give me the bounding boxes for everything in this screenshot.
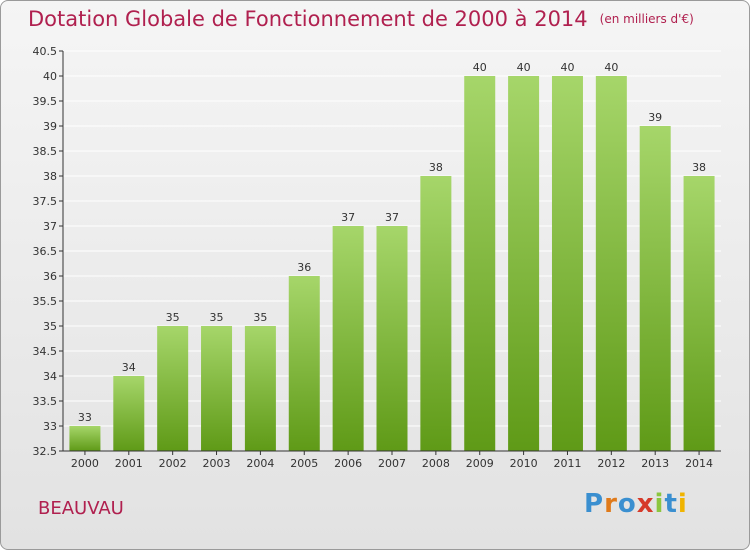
- logo-letter: P: [584, 489, 605, 519]
- x-tick-label: 2003: [203, 457, 231, 470]
- bar: [69, 426, 101, 451]
- x-tick-label: 2007: [378, 457, 406, 470]
- y-tick-label: 34: [43, 370, 57, 383]
- logo-letter: t: [664, 489, 678, 519]
- bar: [639, 126, 671, 451]
- bar-value-label: 37: [341, 211, 355, 224]
- y-tick-label: 40.5: [33, 45, 58, 58]
- bar: [683, 176, 715, 451]
- bar-value-label: 38: [429, 161, 443, 174]
- bar: [332, 226, 364, 451]
- commune-name: BEAUVAU: [38, 498, 124, 519]
- bar: [464, 76, 496, 451]
- axes: [59, 50, 721, 455]
- y-tick-label: 33: [43, 420, 57, 433]
- x-tick-label: 2010: [510, 457, 538, 470]
- bar: [551, 76, 583, 451]
- x-tick-label: 2005: [290, 457, 318, 470]
- bar-value-label: 40: [604, 61, 618, 74]
- bar: [113, 376, 145, 451]
- bar: [508, 76, 540, 451]
- bar: [376, 226, 408, 451]
- labels: 32.5 33 33.5 34 34.5 35 35.5 36 36.5 37 37.5 38 38.5…: [33, 45, 714, 470]
- bar: [595, 76, 627, 451]
- x-tick-label: 2012: [597, 457, 625, 470]
- bar-value-label: 40: [560, 61, 574, 74]
- y-tick-label: 38.5: [33, 145, 58, 158]
- logo-letter: x: [636, 489, 655, 519]
- y-tick-label: 35: [43, 320, 57, 333]
- y-tick-label: 36: [43, 270, 57, 283]
- x-tick-label: 2014: [685, 457, 713, 470]
- y-tick-label: 33.5: [33, 395, 58, 408]
- bar: [201, 326, 233, 451]
- x-tick-label: 2006: [334, 457, 362, 470]
- bar-value-label: 36: [297, 261, 311, 274]
- bar-value-label: 35: [166, 311, 180, 324]
- x-tick-label: 2009: [466, 457, 494, 470]
- bar-value-label: 40: [473, 61, 487, 74]
- bar-value-label: 35: [210, 311, 224, 324]
- y-tick-label: 38: [43, 170, 57, 183]
- logo-letter: o: [617, 489, 637, 519]
- chart-title: Dotation Globale de Fonctionnement de 20…: [28, 7, 694, 31]
- y-tick-label: 36.5: [33, 245, 58, 258]
- y-tick-label: 39.5: [33, 95, 58, 108]
- logo-letter: r: [604, 489, 618, 519]
- bar-value-label: 35: [253, 311, 267, 324]
- bar-value-label: 39: [648, 111, 662, 124]
- bar-value-label: 34: [122, 361, 136, 374]
- bars: [69, 76, 715, 451]
- y-tick-label: 37: [43, 220, 57, 233]
- x-tick-label: 2008: [422, 457, 450, 470]
- bar: [157, 326, 189, 451]
- x-tick-label: 2000: [71, 457, 99, 470]
- x-tick-label: 2011: [553, 457, 581, 470]
- bar-value-label: 40: [517, 61, 531, 74]
- logo-letter: i: [654, 489, 665, 519]
- y-tick-label: 37.5: [33, 195, 58, 208]
- bar: [244, 326, 276, 451]
- bar-value-label: 37: [385, 211, 399, 224]
- proxiti-logo: Proxiti: [584, 489, 688, 519]
- y-tick-label: 32.5: [33, 445, 58, 458]
- x-tick-label: 2002: [159, 457, 187, 470]
- x-tick-label: 2004: [246, 457, 274, 470]
- bar-value-label: 38: [692, 161, 706, 174]
- chart-unit: (en milliers d'€): [599, 12, 694, 26]
- y-tick-label: 40: [43, 70, 57, 83]
- y-tick-label: 39: [43, 120, 57, 133]
- logo-letter: i: [677, 489, 688, 519]
- bar: [420, 176, 452, 451]
- x-tick-label: 2013: [641, 457, 669, 470]
- bar-value-label: 33: [78, 411, 92, 424]
- y-tick-label: 34.5: [33, 345, 58, 358]
- bar: [288, 276, 320, 451]
- x-tick-label: 2001: [115, 457, 143, 470]
- y-tick-label: 35.5: [33, 295, 58, 308]
